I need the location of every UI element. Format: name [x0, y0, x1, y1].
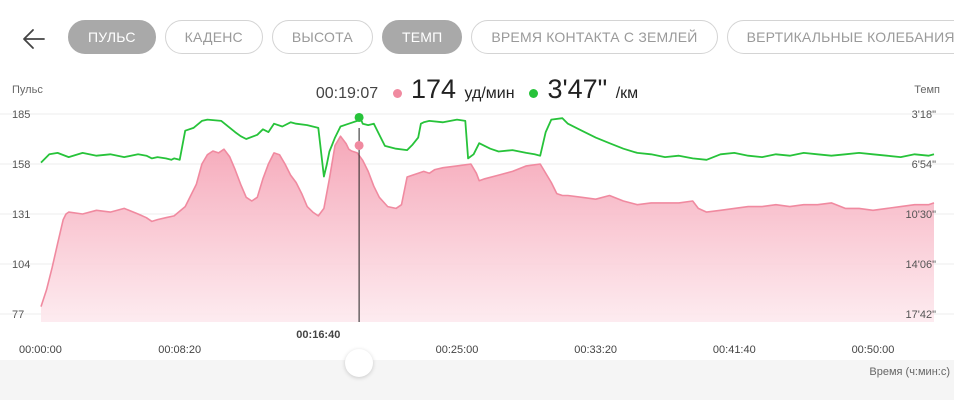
cursor-pace-dot	[354, 112, 364, 122]
tab-3[interactable]: ТЕМП	[381, 20, 463, 54]
right-tick-label-0: 3'18"	[912, 109, 936, 121]
x-tick-label-3: 00:25:00	[436, 344, 479, 356]
pace-line	[40, 115, 935, 178]
readout-hr-value: 174	[411, 74, 457, 104]
x-tick-label-4: 00:33:20	[574, 344, 617, 356]
tab-5[interactable]: ВЕРТИКАЛЬНЫЕ КОЛЕБАНИЯ	[726, 20, 954, 54]
readout-pace-value: 3'47"	[547, 74, 608, 104]
heart-rate-dot-icon	[392, 89, 402, 98]
right-tick-label-3: 14'06"	[906, 259, 937, 271]
metric-tabs: ПУЛЬС КАДЕНС ВЫСОТА ТЕМП ВРЕМЯ КОНТАКТА С ЗЕ…	[68, 20, 954, 54]
bottom-panel	[0, 360, 954, 400]
tab-2[interactable]: ВЫСОТА	[271, 20, 373, 54]
tab-0[interactable]: ПУЛЬС	[68, 20, 156, 54]
arrow-left-icon[interactable]	[20, 24, 50, 54]
x-axis-label: Время (ч:мин:с)	[869, 366, 950, 378]
left-tick-label-2: 131	[12, 209, 30, 221]
readout-pace-unit: /км	[615, 85, 639, 102]
x-tick-label-0: 00:00:00	[19, 344, 62, 356]
cursor-readout: 00:19:07 174 уд/мин 3'47" /км	[0, 74, 954, 105]
x-tick-label-6: 00:50:00	[852, 344, 895, 356]
readout-hr-unit: уд/мин	[464, 85, 515, 102]
left-axis-label: Пульс	[12, 84, 43, 96]
heart-rate-line	[40, 135, 935, 307]
right-tick-label-4: 17'42"	[906, 309, 937, 321]
right-tick-label-1: 6'54"	[912, 159, 936, 171]
heart-rate-area	[41, 136, 934, 322]
tab-1[interactable]: КАДЕНС	[164, 20, 263, 54]
tab-4[interactable]: ВРЕМЯ КОНТАКТА С ЗЕМЛЕЙ	[471, 20, 718, 54]
left-tick-label-4: 77	[12, 309, 24, 321]
timeline-scrub-handle[interactable]	[345, 349, 373, 377]
pace-dot-icon	[529, 89, 539, 98]
left-tick-label-0: 185	[12, 109, 30, 121]
right-tick-label-2: 10'30"	[906, 209, 937, 221]
x-tick-label-1: 00:08:20	[158, 344, 201, 356]
top-bar: ПУЛЬС КАДЕНС ВЫСОТА ТЕМП ВРЕМЯ КОНТАКТА С ЗЕ…	[0, 0, 954, 72]
left-tick-label-3: 104	[12, 259, 30, 271]
x-tick-label-5: 00:41:40	[713, 344, 756, 356]
right-axis-label: Темп	[914, 84, 940, 96]
cursor-hr-dot	[354, 140, 364, 150]
left-tick-label-1: 158	[12, 159, 30, 171]
readout-time: 00:19:07	[315, 85, 379, 102]
x-tick-label-2: 00:16:40	[296, 329, 340, 341]
